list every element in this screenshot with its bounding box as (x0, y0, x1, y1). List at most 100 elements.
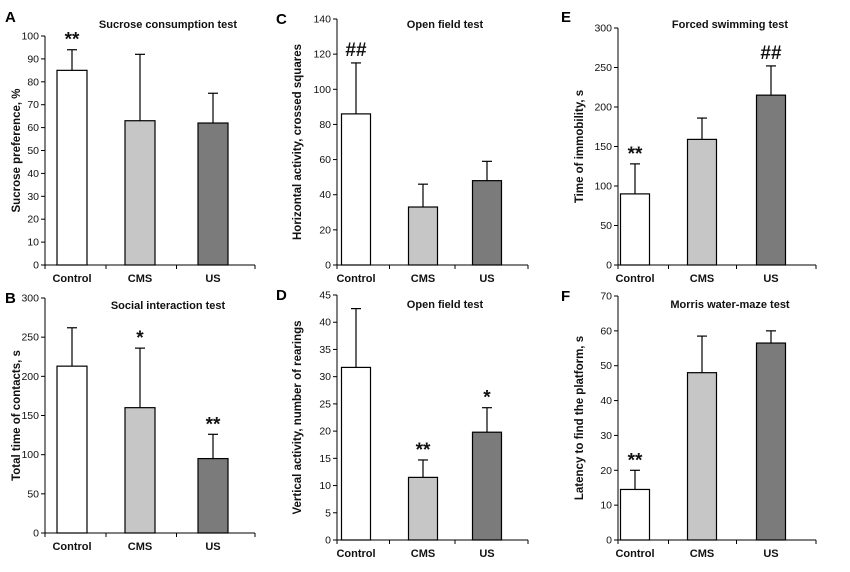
y-tick-label: 70 (600, 291, 612, 303)
chart-title-b: Social interaction test (111, 300, 226, 312)
y-tick-label: 0 (606, 260, 612, 272)
chart-title-f: Morris water-maze test (670, 299, 790, 311)
y-axis-label-e: Time of immobility, s (574, 90, 586, 203)
chart-panel-a: A Sucrose consumption test Sucrose prefere… (5, 9, 256, 285)
bar-us (197, 122, 229, 266)
panel-letter-d: D (276, 287, 287, 304)
panel-letter-a: A (5, 9, 16, 26)
y-axis-label-a: Sucrose preference, % (11, 88, 23, 212)
y-tick-label: 0 (33, 260, 39, 272)
bar-cms (407, 206, 439, 266)
significance-label: * (136, 328, 144, 349)
chart-panel-e: E Forced swimming test Time of immobility,… (561, 9, 817, 285)
x-tick-label: Control (336, 548, 375, 560)
bar-us (755, 94, 787, 266)
y-tick-label: 60 (27, 122, 39, 134)
y-tick-label: 50 (600, 220, 612, 232)
x-tick-label: Control (615, 273, 654, 285)
x-tick-label: CMS (690, 273, 714, 285)
y-axis-label-b: Total time of contacts, s (11, 350, 23, 481)
chart-panel-c: C Open field test Horizontal activity, cro… (276, 11, 529, 285)
x-tick-label: Control (336, 273, 375, 285)
y-tick-label: 100 (21, 449, 39, 461)
bar-us (755, 342, 787, 541)
significance-label: * (483, 388, 491, 409)
bar-us (471, 180, 503, 266)
y-tick-label: 150 (21, 410, 39, 422)
x-tick-label: Control (52, 541, 91, 553)
y-tick-label: 60 (319, 154, 331, 166)
y-tick-label: 10 (319, 480, 331, 492)
y-tick-label: 100 (313, 84, 331, 96)
y-tick-label: 30 (319, 371, 331, 383)
x-tick-label: US (763, 273, 778, 285)
x-tick-label: US (205, 541, 220, 553)
y-tick-label: 25 (319, 398, 331, 410)
y-tick-label: 120 (313, 49, 331, 61)
y-axis-label-d: Vertical activity, number of rearings (292, 320, 304, 514)
y-axis-label-f: Latency to find the platform, s (574, 336, 586, 500)
bar-control (340, 113, 372, 266)
y-tick-label: 20 (600, 465, 612, 477)
y-tick-label: 140 (313, 14, 331, 26)
y-tick-label: 20 (27, 214, 39, 226)
y-tick-label: 20 (319, 426, 331, 438)
y-tick-label: 0 (606, 535, 612, 547)
x-tick-label: US (763, 548, 778, 560)
significance-label: ** (628, 144, 643, 165)
panel-letter-b: B (5, 290, 16, 307)
y-tick-label: 0 (325, 535, 331, 547)
panel-letter-e: E (561, 9, 571, 26)
y-tick-label: 0 (33, 528, 39, 540)
y-tick-label: 40 (319, 189, 331, 201)
y-tick-label: 0 (325, 260, 331, 272)
panel-letter-f: F (561, 288, 570, 305)
y-tick-label: 35 (319, 344, 331, 356)
chart-title-d: Open field test (407, 299, 484, 311)
y-tick-label: 60 (600, 325, 612, 337)
y-tick-label: 10 (27, 237, 39, 249)
y-tick-label: 20 (319, 224, 331, 236)
chart-panel-f: F Morris water-maze test Latency to find t… (561, 288, 817, 560)
significance-label: ## (760, 43, 782, 64)
significance-label: ** (416, 440, 431, 461)
y-tick-label: 90 (27, 53, 39, 65)
chart-title-c: Open field test (407, 19, 484, 31)
y-tick-label: 250 (21, 332, 39, 344)
y-tick-label: 100 (21, 31, 39, 43)
y-tick-label: 200 (594, 102, 612, 114)
y-tick-label: 40 (600, 395, 612, 407)
chart-title-a: Sucrose consumption test (99, 19, 237, 31)
significance-label: ## (345, 40, 367, 61)
bar-control (56, 69, 88, 266)
x-tick-label: Control (52, 273, 91, 285)
y-tick-label: 300 (21, 293, 39, 305)
y-axis-label-c: Horizontal activity, crossed squares (292, 44, 304, 240)
bar-control (619, 193, 651, 266)
panel-letter-c: C (276, 11, 287, 28)
y-tick-label: 150 (594, 141, 612, 153)
y-tick-label: 50 (27, 145, 39, 157)
y-tick-label: 50 (27, 488, 39, 500)
y-tick-label: 5 (325, 507, 331, 519)
chart-title-e: Forced swimming test (672, 19, 788, 31)
x-tick-label: US (205, 273, 220, 285)
y-tick-label: 250 (594, 62, 612, 74)
y-tick-label: 30 (600, 430, 612, 442)
y-tick-label: 300 (594, 23, 612, 35)
bar-cms (124, 120, 156, 266)
x-tick-label: CMS (128, 541, 152, 553)
bar-control (56, 365, 88, 534)
y-tick-label: 80 (319, 119, 331, 131)
y-tick-label: 200 (21, 371, 39, 383)
bar-us (471, 431, 503, 541)
significance-label: ** (628, 450, 643, 471)
x-tick-label: Control (615, 548, 654, 560)
bar-control (340, 366, 372, 541)
bar-cms (686, 372, 718, 541)
bar-cms (124, 407, 156, 534)
y-tick-label: 30 (27, 191, 39, 203)
x-tick-label: CMS (690, 548, 714, 560)
significance-label: ** (65, 30, 80, 51)
